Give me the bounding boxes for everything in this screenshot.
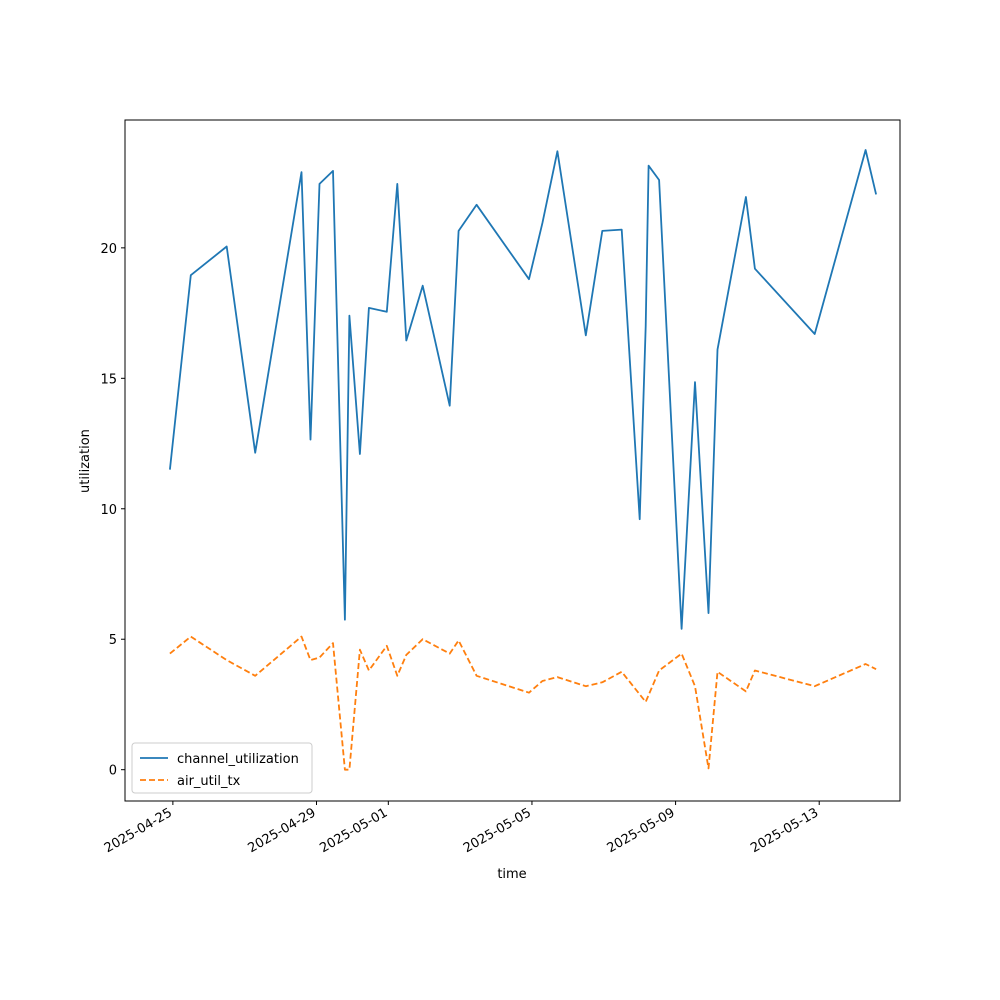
y-tick-label: 10 [100,503,117,518]
y-tick-label: 5 [109,633,117,648]
y-axis-title: utilization [78,429,93,493]
legend-box [131,742,313,794]
plot-area [125,120,900,801]
plot-frame [124,119,901,802]
y-tick-label: 15 [100,372,117,387]
x-axis-title: time [497,867,526,882]
series-line-channel-utilization [169,149,877,630]
series-layer [169,149,877,771]
series-line-air-util-tx [169,635,877,771]
y-tick-label: 0 [109,764,117,779]
legend: channel_utilization air_util_tx [131,742,313,794]
y-axis-ticks: 0 5 10 15 20 [100,242,125,779]
legend-label-air-util-tx: air_util_tx [177,774,241,789]
legend-label-channel-utilization: channel_utilization [177,752,299,767]
y-tick-label: 20 [100,242,117,257]
